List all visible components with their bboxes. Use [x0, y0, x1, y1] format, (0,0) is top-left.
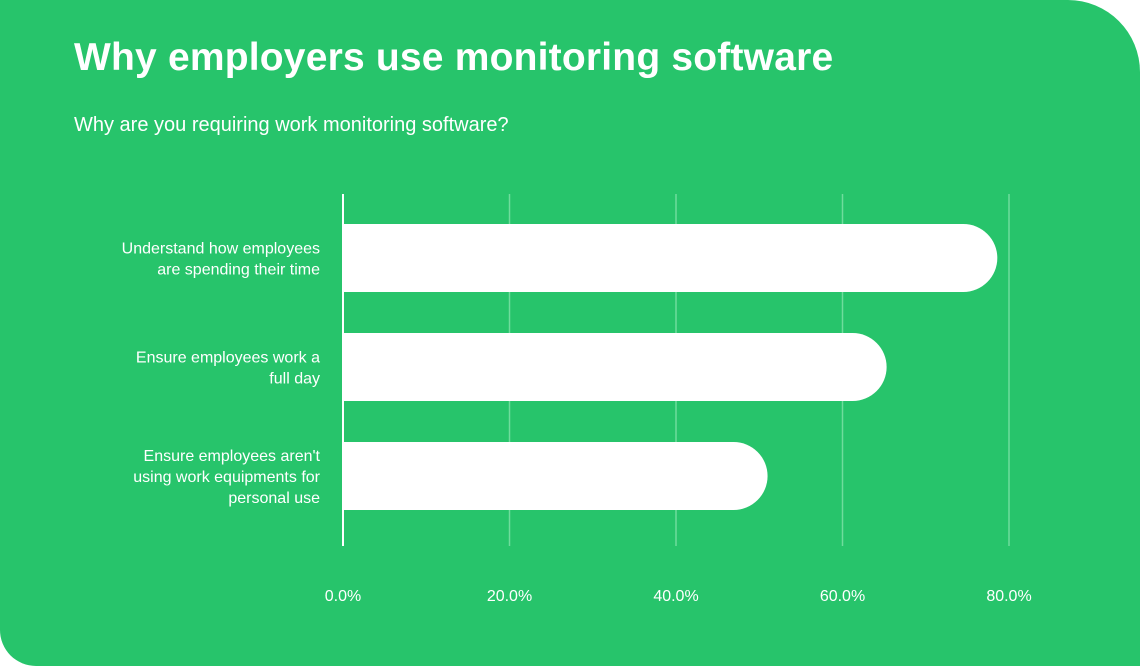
x-tick-label: 40.0%: [653, 588, 698, 605]
chart-title: Why employers use monitoring software: [74, 36, 834, 79]
category-label-line: full day: [269, 371, 320, 388]
category-label-line: Ensure employees aren't: [144, 448, 321, 465]
category-label: Understand how employees are spending the…: [122, 241, 320, 279]
category-label-line: are spending their time: [157, 262, 320, 279]
x-tick-label: 0.0%: [325, 588, 361, 605]
bar: [343, 224, 998, 292]
x-tick-label: 80.0%: [986, 588, 1031, 605]
bar: [343, 442, 768, 510]
chart-subtitle: Why are you requiring work monitoring so…: [74, 114, 509, 136]
x-tick-label: 20.0%: [487, 588, 532, 605]
category-label-line: personal use: [228, 490, 320, 507]
category-label: Ensure employees aren't using work equipm…: [133, 448, 320, 507]
category-label-line: Understand how employees: [122, 241, 320, 258]
category-label-line: using work equipments for: [133, 469, 320, 486]
bar: [343, 333, 887, 401]
category-label-line: Ensure employees work a: [136, 350, 320, 367]
x-tick-label: 60.0%: [820, 588, 865, 605]
category-label: Ensure employees work a full day: [136, 350, 320, 388]
